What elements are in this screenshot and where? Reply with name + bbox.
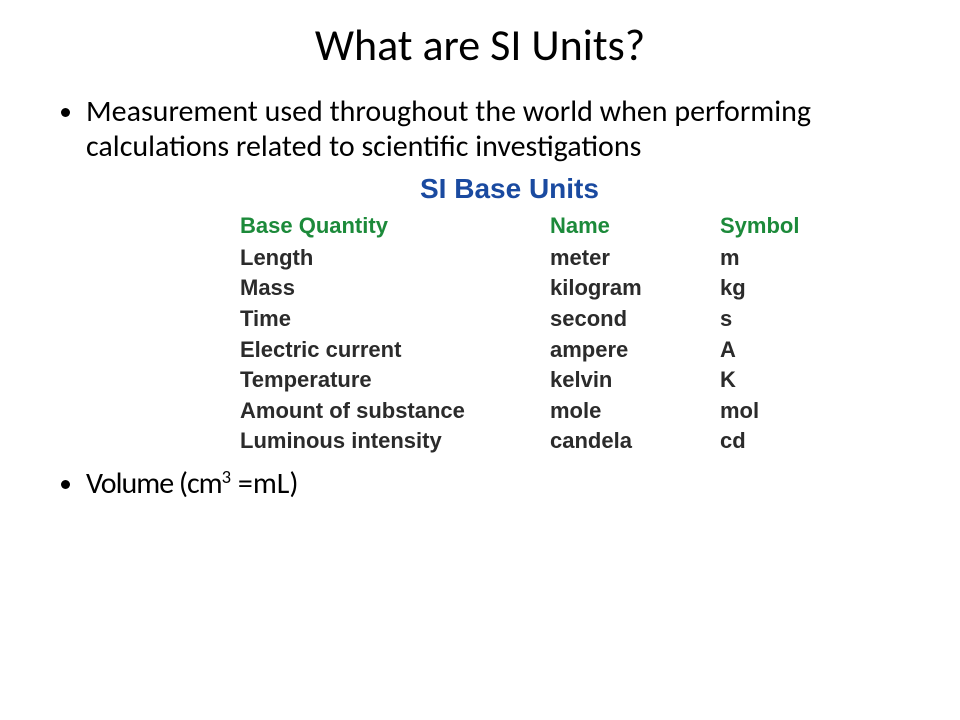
si-col-name: Name bbox=[550, 213, 720, 243]
bullet-2-sup: 3 bbox=[222, 465, 231, 488]
slide: What are SI Units? Measurement used thro… bbox=[0, 0, 960, 720]
cell-name: kelvin bbox=[550, 365, 720, 396]
table-row: Electric current ampere A bbox=[240, 335, 830, 366]
table-row: Amount of substance mole mol bbox=[240, 396, 830, 427]
cell-name: kilogram bbox=[550, 273, 720, 304]
cell-symbol: K bbox=[720, 365, 830, 396]
slide-title: What are SI Units? bbox=[40, 18, 920, 72]
cell-quantity: Amount of substance bbox=[240, 396, 550, 427]
cell-symbol: A bbox=[720, 335, 830, 366]
cell-quantity: Electric current bbox=[240, 335, 550, 366]
si-table-header-row: Base Quantity Name Symbol bbox=[240, 213, 830, 243]
si-table-region: SI Base Units Base Quantity Name Symbol … bbox=[240, 173, 920, 457]
bullet-list: Measurement used throughout the world wh… bbox=[40, 94, 920, 165]
cell-name: meter bbox=[550, 243, 720, 274]
bullet-1: Measurement used throughout the world wh… bbox=[86, 94, 920, 165]
cell-name: ampere bbox=[550, 335, 720, 366]
bullet-2-suffix: =mL) bbox=[231, 465, 298, 502]
bullet-2-prefix: Volume (cm bbox=[86, 465, 222, 502]
cell-symbol: m bbox=[720, 243, 830, 274]
bullet-list-2: Volume (cm3 =mL) bbox=[40, 465, 920, 501]
si-col-base-quantity: Base Quantity bbox=[240, 213, 550, 243]
cell-quantity: Mass bbox=[240, 273, 550, 304]
si-table-heading: SI Base Units bbox=[420, 173, 920, 205]
si-table-body: Length meter m Mass kilogram kg Time sec… bbox=[240, 243, 830, 457]
cell-name: second bbox=[550, 304, 720, 335]
cell-symbol: mol bbox=[720, 396, 830, 427]
cell-quantity: Length bbox=[240, 243, 550, 274]
cell-symbol: s bbox=[720, 304, 830, 335]
cell-name: candela bbox=[550, 426, 720, 457]
cell-symbol: cd bbox=[720, 426, 830, 457]
cell-name: mole bbox=[550, 396, 720, 427]
bullet-2: Volume (cm3 =mL) bbox=[86, 465, 920, 501]
table-row: Mass kilogram kg bbox=[240, 273, 830, 304]
cell-symbol: kg bbox=[720, 273, 830, 304]
cell-quantity: Luminous intensity bbox=[240, 426, 550, 457]
si-col-symbol: Symbol bbox=[720, 213, 830, 243]
table-row: Luminous intensity candela cd bbox=[240, 426, 830, 457]
table-row: Temperature kelvin K bbox=[240, 365, 830, 396]
cell-quantity: Temperature bbox=[240, 365, 550, 396]
table-row: Time second s bbox=[240, 304, 830, 335]
cell-quantity: Time bbox=[240, 304, 550, 335]
si-base-units-table: Base Quantity Name Symbol Length meter m… bbox=[240, 213, 830, 457]
table-row: Length meter m bbox=[240, 243, 830, 274]
